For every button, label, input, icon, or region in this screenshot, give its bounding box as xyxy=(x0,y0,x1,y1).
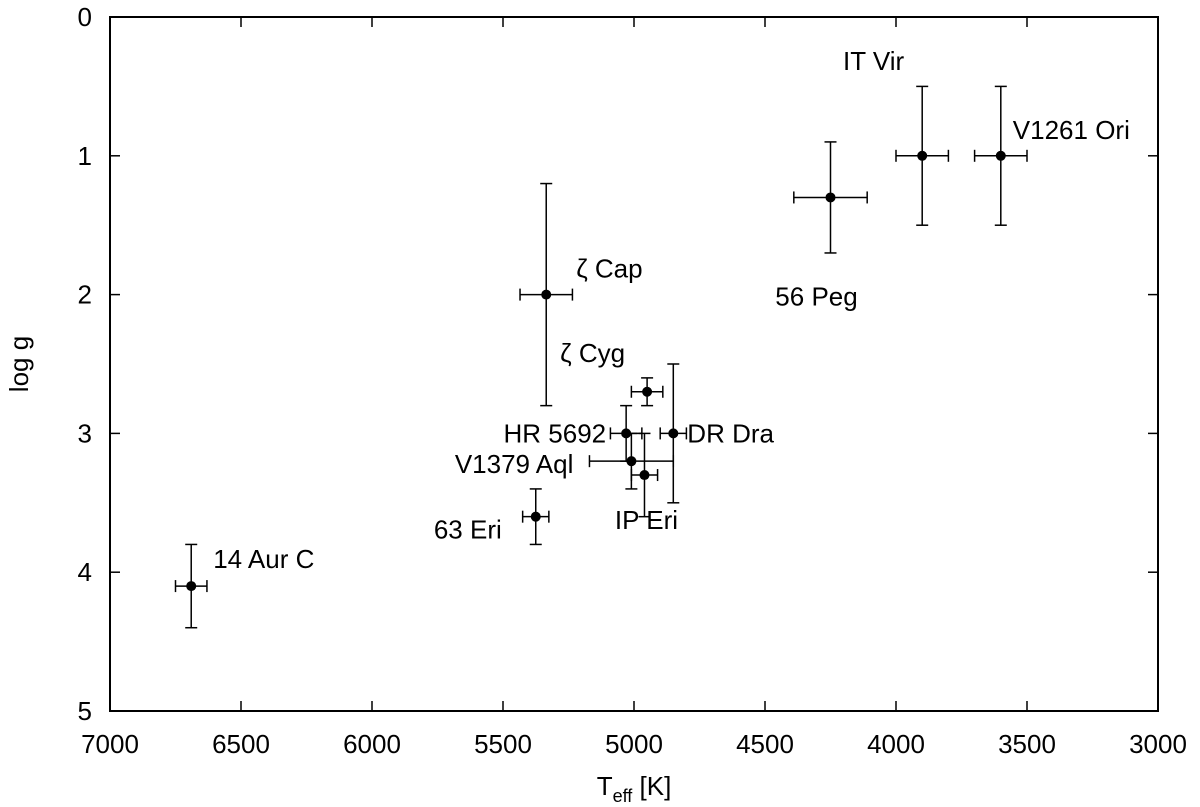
point-label: DR Dra xyxy=(687,418,774,448)
point-label: ζ Cyg xyxy=(560,338,625,368)
axis-ticks: 7000 6500 6000 5500 5000 4500 4000 3500 3000 0 1 2 3… xyxy=(78,2,1187,759)
x-tick-label: 7000 xyxy=(81,729,139,759)
x-axis-label-subscript: eff xyxy=(613,786,634,806)
y-tick-label: 0 xyxy=(78,2,92,32)
y-tick-label: 4 xyxy=(78,557,92,587)
x-tick-label: 4500 xyxy=(736,729,794,759)
point-marker xyxy=(825,192,836,203)
x-tick-label: 6000 xyxy=(343,729,401,759)
y-axis-label: log g xyxy=(4,336,34,392)
data-point: 63 Eri xyxy=(434,488,550,546)
x-tick-label: 5000 xyxy=(605,729,663,759)
x-tick-label: 4000 xyxy=(867,729,925,759)
y-tick-label: 5 xyxy=(78,696,92,726)
point-label: ζ Cap xyxy=(576,254,642,284)
point-label: 56 Peg xyxy=(775,281,857,311)
point-label: IT Vir xyxy=(843,46,905,76)
point-marker xyxy=(642,386,653,397)
point-marker xyxy=(995,150,1006,161)
plot-frame xyxy=(109,16,1159,712)
point-marker xyxy=(639,470,650,481)
x-tick-label: 5500 xyxy=(474,729,532,759)
point-label: V1379 Aql xyxy=(455,449,574,479)
y-tick-label: 1 xyxy=(78,141,92,171)
point-marker xyxy=(626,456,637,467)
point-marker xyxy=(917,150,928,161)
y-tick-label: 3 xyxy=(78,418,92,448)
data-point: DR Dra xyxy=(659,363,775,504)
data-point: 14 Aur C xyxy=(174,543,314,629)
data-point: IP Eri xyxy=(615,432,678,535)
x-tick-label: 3000 xyxy=(1129,729,1187,759)
x-axis-label-main: T xyxy=(597,771,613,801)
data-point: ζ Cap xyxy=(519,182,643,407)
x-axis-label-unit: [K] xyxy=(632,771,671,801)
point-marker xyxy=(186,581,197,592)
point-marker xyxy=(530,511,541,522)
point-label: IP Eri xyxy=(615,505,678,535)
point-label: 14 Aur C xyxy=(213,544,314,574)
point-label: 63 Eri xyxy=(434,515,502,545)
point-label: V1261 Ori xyxy=(1013,115,1130,145)
x-axis-label: Teff [K] xyxy=(597,771,672,806)
data-point: 56 Peg xyxy=(775,141,868,311)
data-point: ζ Cyg xyxy=(560,338,664,407)
data-point: V1261 Ori xyxy=(973,85,1130,226)
data-points: 14 Aur C 63 Eri ζ Cap ζ Cyg HR 5692 DR Dra V13… xyxy=(174,46,1130,629)
y-tick-label: 2 xyxy=(78,280,92,310)
data-point: V1379 Aql xyxy=(455,432,675,490)
data-point: HR 5692 xyxy=(504,404,643,462)
x-tick-label: 3500 xyxy=(998,729,1056,759)
point-marker xyxy=(668,428,679,439)
data-point: IT Vir xyxy=(843,46,950,226)
x-tick-label: 6500 xyxy=(212,729,270,759)
point-label: HR 5692 xyxy=(504,418,607,448)
point-marker xyxy=(541,289,552,300)
